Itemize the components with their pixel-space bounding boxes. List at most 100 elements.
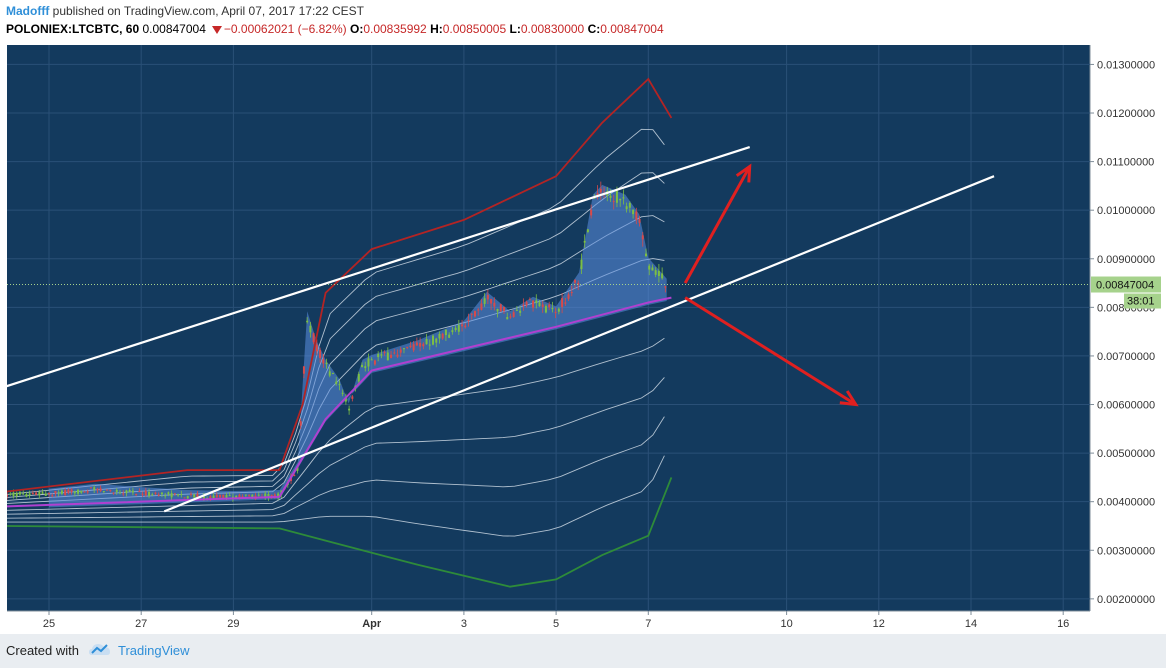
ohlc-line: POLONIEX:LTCBTC, 60 0.00847004 −0.0006202… bbox=[6, 22, 664, 36]
candle-body bbox=[512, 312, 515, 317]
candle-body bbox=[599, 188, 602, 193]
candle-body bbox=[364, 366, 367, 369]
candle-body bbox=[322, 359, 325, 364]
candle-body bbox=[209, 496, 212, 499]
tradingview-logo-icon[interactable] bbox=[88, 641, 112, 659]
footer: Created with TradingView bbox=[0, 634, 1166, 668]
candle-body bbox=[522, 304, 525, 306]
candle-body bbox=[54, 490, 57, 494]
candle-body bbox=[93, 487, 96, 490]
candle-body bbox=[661, 273, 664, 279]
candle-body bbox=[396, 354, 399, 357]
candle-body bbox=[638, 218, 641, 223]
candle-body bbox=[106, 489, 109, 491]
candle-body bbox=[441, 333, 444, 339]
candle-body bbox=[664, 286, 667, 288]
candle-body bbox=[299, 421, 302, 426]
candle-body bbox=[109, 489, 112, 491]
candle-body bbox=[328, 371, 331, 376]
candle-body bbox=[496, 308, 499, 312]
last-price-label: 0.00847004 bbox=[1096, 280, 1154, 292]
candle-body bbox=[7, 494, 9, 497]
upper-band-line bbox=[7, 77, 673, 493]
y-tick-label: 0.01200000 bbox=[1097, 108, 1155, 120]
candle-body bbox=[535, 300, 538, 304]
y-tick-label: 0.01100000 bbox=[1097, 157, 1154, 169]
candle-body bbox=[344, 398, 347, 402]
candle-body bbox=[67, 489, 70, 493]
candle-body bbox=[612, 201, 615, 203]
candle-body bbox=[628, 202, 631, 208]
candle-body bbox=[44, 493, 47, 496]
candle-body bbox=[319, 349, 322, 358]
published-text: published on TradingView.com, April 07, … bbox=[49, 4, 364, 18]
candle-body bbox=[390, 354, 393, 358]
open-value: 0.00835992 bbox=[363, 22, 427, 36]
candle-body bbox=[96, 488, 99, 491]
x-tick-label: 16 bbox=[1057, 618, 1069, 630]
candle-body bbox=[561, 298, 564, 307]
candle-body bbox=[277, 493, 280, 499]
candle-body bbox=[306, 320, 309, 323]
x-tick-label: 7 bbox=[645, 618, 651, 630]
candle-body bbox=[432, 335, 435, 345]
candle-body bbox=[83, 491, 86, 493]
candle-body bbox=[196, 493, 199, 498]
candle-body bbox=[486, 294, 489, 300]
candle-body bbox=[351, 396, 354, 399]
x-tick-label: 25 bbox=[43, 618, 55, 630]
down-triangle-icon bbox=[211, 25, 222, 34]
candle-body bbox=[419, 342, 422, 347]
candle-body bbox=[541, 304, 544, 307]
candle-body bbox=[622, 197, 625, 199]
candle-body bbox=[173, 493, 176, 495]
time-axis bbox=[7, 611, 1090, 633]
y-tick-label: 0.00200000 bbox=[1097, 594, 1155, 606]
candle-body bbox=[296, 466, 299, 471]
candle-body bbox=[238, 494, 241, 499]
candle-body bbox=[402, 348, 405, 350]
x-tick-label: 3 bbox=[461, 618, 467, 630]
candle-body bbox=[151, 494, 154, 496]
author-link[interactable]: Madofff bbox=[6, 4, 50, 18]
candle-body bbox=[632, 209, 635, 215]
candle-body bbox=[202, 496, 205, 499]
candle-body bbox=[57, 492, 60, 494]
tradingview-brand[interactable]: TradingView bbox=[118, 643, 190, 658]
y-tick-label: 0.00300000 bbox=[1097, 545, 1155, 557]
chart-header: Madofff published on TradingView.com, Ap… bbox=[0, 0, 1166, 42]
cloud-fill bbox=[49, 184, 667, 508]
candle-body bbox=[544, 306, 547, 313]
candle-body bbox=[557, 308, 560, 312]
arrow-line bbox=[684, 296, 857, 406]
candle-body bbox=[570, 292, 573, 294]
candle-body bbox=[64, 489, 67, 496]
candle-body bbox=[154, 492, 157, 494]
x-tick-label: 27 bbox=[135, 618, 147, 630]
candle-body bbox=[367, 358, 370, 367]
candle-body bbox=[225, 495, 228, 500]
candle-body bbox=[370, 359, 373, 361]
price-chart[interactable]: 0.01300000 0.01200000 0.01100000 0.01000000… bbox=[0, 42, 1166, 634]
publish-line: Madofff published on TradingView.com, Ap… bbox=[6, 4, 364, 18]
inner-band-lower bbox=[7, 416, 665, 519]
candle-body bbox=[122, 493, 125, 495]
last-price-tag bbox=[1091, 276, 1161, 293]
candle-body bbox=[464, 325, 467, 328]
candle-body bbox=[444, 329, 447, 336]
created-with-text: Created with bbox=[6, 643, 79, 658]
low-label: L: bbox=[509, 22, 521, 36]
candle-body bbox=[99, 488, 102, 492]
candle-body bbox=[60, 490, 63, 494]
candle-body bbox=[157, 494, 160, 496]
candle-body bbox=[183, 497, 186, 499]
symbol-label[interactable]: POLONIEX:LTCBTC, 60 bbox=[6, 22, 140, 36]
candle-body bbox=[509, 316, 512, 318]
candle-body bbox=[580, 259, 583, 270]
candle-body bbox=[590, 209, 593, 216]
candle-body bbox=[438, 333, 441, 339]
candle-body bbox=[141, 493, 144, 495]
candle-body bbox=[477, 309, 480, 311]
candle-body bbox=[609, 195, 612, 198]
candle-body bbox=[461, 324, 464, 327]
